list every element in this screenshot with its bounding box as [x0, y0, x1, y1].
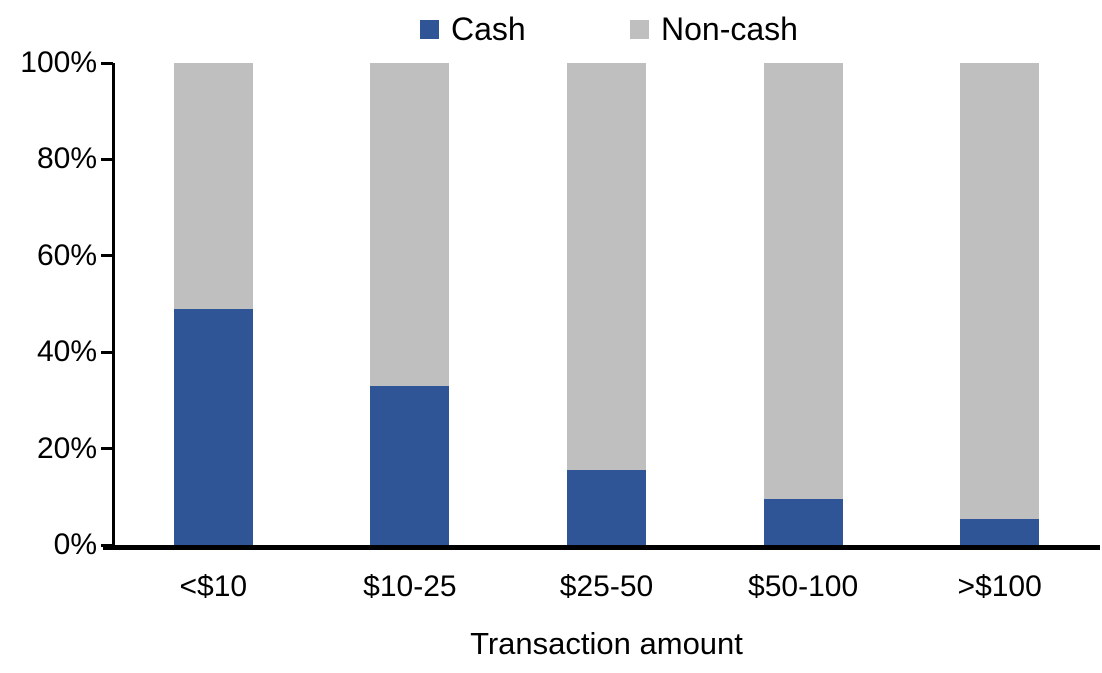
bar-$25-50 — [567, 63, 646, 545]
y-axis-tick-label: 80% — [36, 142, 97, 176]
bar-segment-non-cash-<$10 — [173, 63, 253, 309]
bar-segment-non-cash->$100 — [960, 63, 1040, 519]
legend-item-noncash: Non-cash — [630, 12, 798, 46]
plot-area — [115, 63, 1098, 545]
bar-segment-cash->$100 — [960, 518, 1040, 545]
bar-segment-non-cash-$10-25 — [370, 63, 450, 386]
y-axis-tick-label: 0% — [53, 528, 97, 561]
legend-item-cash: Cash — [420, 12, 526, 46]
y-axis-tick-label: 60% — [36, 238, 97, 272]
x-axis-category-label: >$100 — [957, 570, 1042, 603]
bar-$50-100 — [763, 63, 843, 545]
bar-segment-cash-<$10 — [173, 308, 253, 545]
bar-segment-non-cash-$25-50 — [567, 63, 646, 471]
x-axis-title: Transaction amount — [470, 626, 743, 661]
x-axis-category-label: $50-100 — [748, 570, 859, 603]
bar-segment-cash-$25-50 — [567, 470, 646, 545]
cash-legend-label: Cash — [451, 11, 526, 47]
bar->$100 — [960, 63, 1040, 545]
y-axis-tick — [101, 350, 113, 354]
y-axis-tick — [101, 447, 113, 451]
y-axis-tick-label: 40% — [36, 335, 97, 369]
x-axis-category-label: $10-25 — [363, 570, 457, 603]
y-axis-tick — [101, 157, 113, 161]
noncash-legend-swatch-icon — [630, 19, 649, 39]
cash-legend-swatch-icon — [420, 19, 439, 39]
bar-<$10 — [173, 63, 253, 545]
noncash-legend-label: Non-cash — [661, 11, 798, 47]
bar-segment-cash-$50-100 — [763, 499, 843, 545]
x-axis-category-label: <$10 — [179, 570, 248, 603]
y-axis-tick-label: 100% — [20, 46, 97, 79]
y-axis-tick-label: 20% — [36, 431, 97, 465]
y-axis-tick — [101, 254, 113, 258]
x-axis-line — [103, 545, 1100, 550]
bar-$10-25 — [370, 63, 450, 545]
x-axis-category-label: $25-50 — [559, 570, 654, 603]
y-axis-line — [112, 63, 115, 545]
bar-segment-cash-$10-25 — [370, 385, 450, 545]
y-axis-tick — [101, 61, 113, 65]
bar-segment-non-cash-$50-100 — [763, 63, 843, 500]
